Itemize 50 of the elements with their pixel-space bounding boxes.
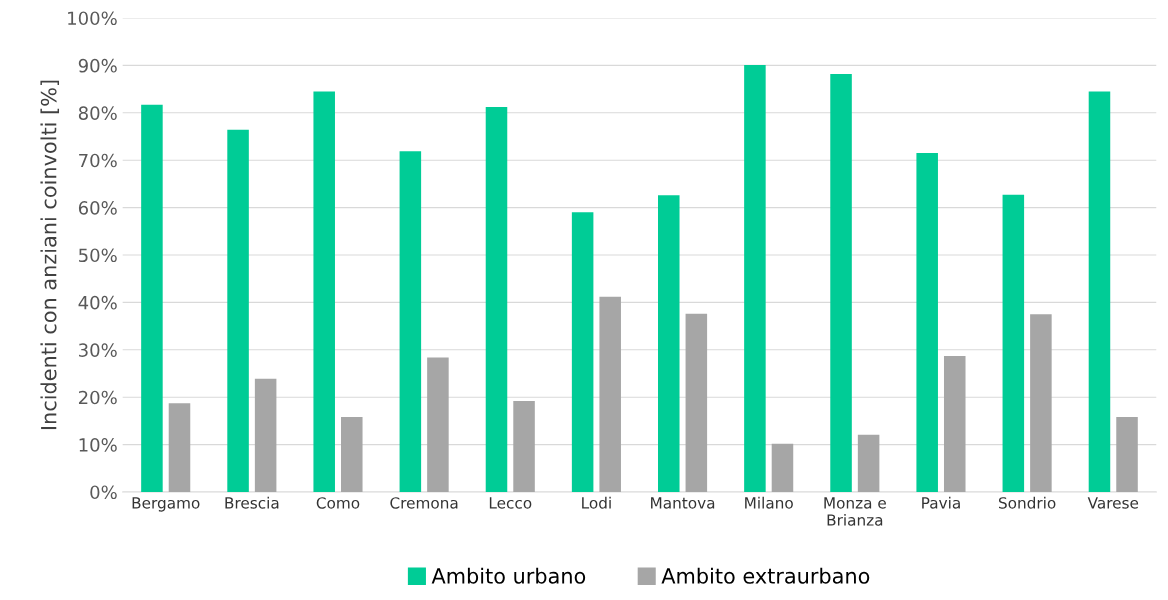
x-tick-label: Monza e Brianza	[824, 497, 886, 526]
bar	[658, 195, 680, 492]
bar	[830, 73, 852, 492]
x-tick-label: Varese	[1087, 497, 1139, 509]
bar	[513, 400, 535, 492]
bar	[485, 107, 508, 492]
legend-label: Ambito urbano	[431, 567, 586, 584]
y-tick-label: 60%	[78, 201, 117, 215]
y-axis-title: Incidenti con anziani coinvolti [%]	[40, 80, 60, 430]
bar	[427, 357, 449, 492]
y-tick-label: 0%	[90, 485, 117, 500]
x-tick-label: Lodi	[582, 496, 611, 509]
legend-label: Ambito extraurbano	[661, 567, 870, 584]
bar	[399, 151, 422, 492]
y-tick-label: 80%	[78, 106, 117, 120]
y-tick-label: 100%	[68, 11, 117, 26]
x-tick-label: Milano	[745, 496, 793, 509]
y-tick-label: 50%	[79, 248, 117, 263]
bar	[341, 417, 363, 492]
x-tick-label: Como	[316, 497, 360, 509]
bar	[857, 434, 880, 492]
y-tick-label: 30%	[79, 343, 117, 357]
x-tick-label: Bergamo	[132, 497, 200, 512]
bar	[254, 378, 277, 492]
bar	[313, 91, 335, 492]
bar	[227, 129, 249, 492]
bar	[599, 296, 621, 492]
y-tick-label: 40%	[78, 295, 117, 310]
y-tick-label: 70%	[79, 153, 117, 168]
y-tick-label: 90%	[78, 58, 117, 73]
bar	[1116, 417, 1138, 492]
bar	[685, 313, 708, 492]
y-tick-label: 10%	[79, 438, 117, 452]
bar	[1030, 314, 1052, 492]
x-tick-label: Sondrio	[998, 496, 1056, 509]
x-tick-label: Lecco	[489, 497, 532, 509]
bar	[916, 153, 938, 492]
x-tick-label: Brescia	[225, 496, 279, 509]
bar	[571, 212, 594, 492]
bar	[141, 104, 163, 492]
bar	[771, 443, 794, 492]
bar	[1088, 91, 1111, 492]
bar	[168, 403, 191, 492]
x-tick-label: Mantova	[651, 497, 715, 509]
x-tick-label: Pavia	[922, 496, 960, 509]
bar	[1002, 194, 1025, 492]
bar	[943, 355, 966, 492]
x-tick-label: Cremona	[390, 497, 458, 509]
bar	[744, 64, 766, 492]
y-tick-label: 20%	[78, 390, 117, 405]
